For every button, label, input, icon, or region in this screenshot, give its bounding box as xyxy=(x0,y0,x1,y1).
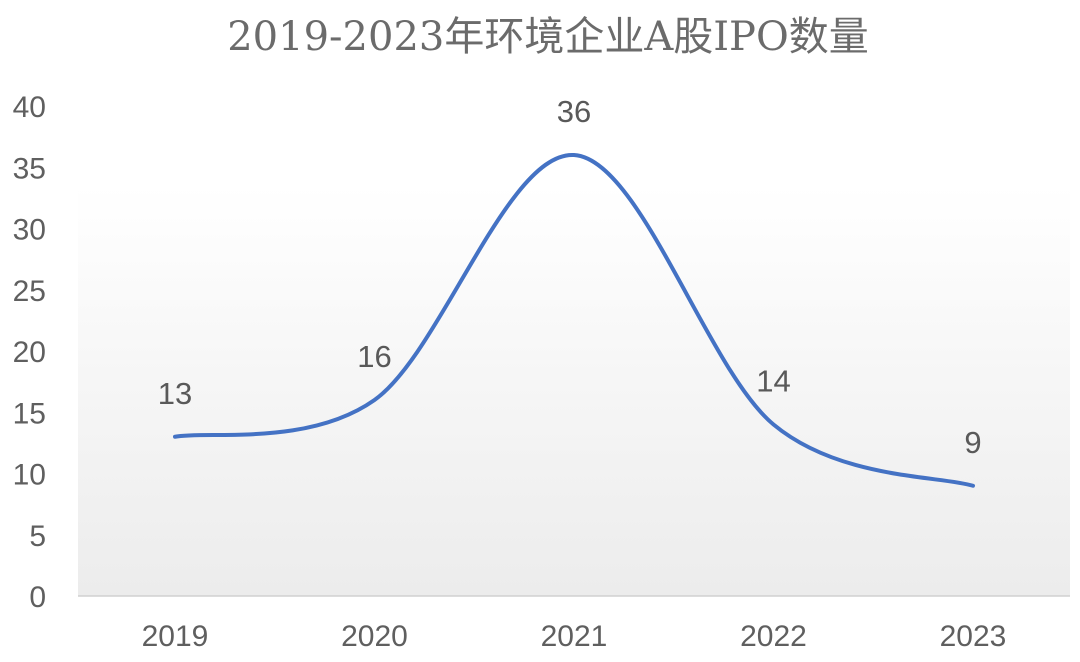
plot-area xyxy=(78,185,1070,596)
data-label: 36 xyxy=(557,94,591,129)
y-tick-label: 10 xyxy=(13,459,46,492)
series-layer xyxy=(173,152,975,488)
y-tick-label: 35 xyxy=(13,152,46,185)
x-tick-label: 2021 xyxy=(541,620,608,653)
x-tick-label: 2020 xyxy=(341,620,408,653)
y-axis-ticks: 0 5 10 15 20 25 30 35 40 xyxy=(13,91,46,614)
y-tick-label: 5 xyxy=(29,520,46,553)
data-label: 9 xyxy=(964,425,981,460)
series-line xyxy=(173,152,975,488)
x-tick-label: 2022 xyxy=(740,620,807,653)
y-tick-label: 15 xyxy=(13,397,46,430)
x-axis-ticks: 2019 2020 2021 2022 2023 xyxy=(142,620,1007,653)
data-label: 16 xyxy=(357,339,391,374)
y-tick-label: 25 xyxy=(13,275,46,308)
data-label: 14 xyxy=(756,364,790,399)
x-tick-label: 2019 xyxy=(142,620,209,653)
y-tick-label: 40 xyxy=(13,91,46,124)
y-tick-label: 30 xyxy=(13,214,46,247)
x-tick-label: 2023 xyxy=(940,620,1007,653)
y-tick-label: 0 xyxy=(29,581,46,614)
chart-title: 2019-2023年环境企业A股IPO数量 xyxy=(227,14,869,60)
data-labels: 13 16 36 14 9 xyxy=(158,94,982,460)
y-tick-label: 20 xyxy=(13,336,46,369)
data-label: 13 xyxy=(158,376,192,411)
